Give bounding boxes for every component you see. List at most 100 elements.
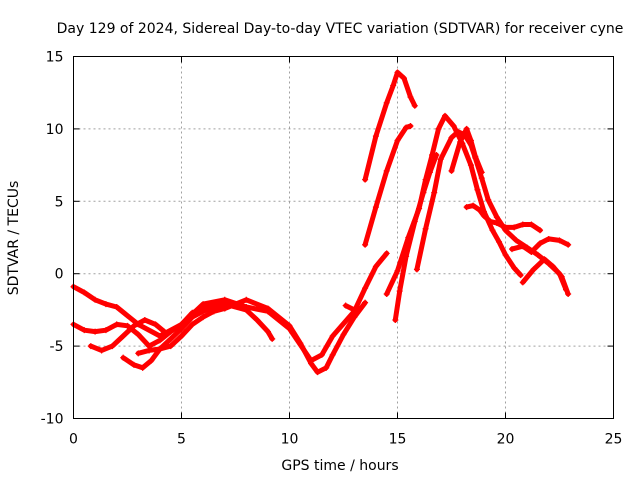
data-point-marker	[511, 264, 518, 271]
data-point-marker	[390, 82, 397, 89]
data-point-marker	[178, 332, 185, 339]
data-point-marker	[558, 273, 565, 280]
data-point-marker	[167, 343, 174, 350]
data-point-marker	[411, 102, 418, 109]
data-point-marker	[519, 243, 526, 250]
data-point-marker	[318, 351, 325, 358]
series-line-track-3	[88, 317, 167, 353]
data-point-marker	[463, 125, 470, 132]
data-point-marker	[487, 218, 494, 225]
data-point-marker	[528, 248, 535, 255]
data-point-marker	[269, 335, 276, 342]
data-point-marker	[264, 305, 271, 312]
data-point-marker	[297, 340, 304, 347]
data-point-marker	[550, 263, 557, 270]
data-point-marker	[200, 314, 207, 321]
data-point-marker	[485, 196, 492, 203]
data-point-marker	[480, 212, 487, 219]
data-point-marker	[135, 350, 142, 357]
data-point-marker	[135, 331, 142, 338]
y-tick-label: 0	[55, 267, 64, 283]
data-point-marker	[396, 288, 403, 295]
data-point-marker	[156, 345, 163, 352]
data-point-marker	[422, 176, 429, 183]
data-point-marker	[528, 221, 535, 228]
y-tick-label: 15	[46, 50, 64, 66]
data-point-marker	[413, 266, 420, 273]
data-point-marker	[537, 227, 544, 234]
data-point-marker	[351, 306, 358, 313]
data-point-marker	[342, 302, 349, 309]
series-line-track-7	[362, 69, 418, 183]
data-point-marker	[407, 94, 414, 101]
data-point-marker	[394, 267, 401, 274]
data-point-marker	[519, 221, 526, 228]
data-point-marker	[87, 343, 94, 350]
data-point-marker	[329, 332, 336, 339]
data-point-marker	[513, 237, 520, 244]
data-point-marker	[130, 322, 137, 329]
data-point-marker	[383, 99, 390, 106]
data-point-marker	[161, 328, 168, 335]
axis-ticks: 0 5 10 15 20 25 -10 -5 0 5 10 15	[41, 50, 623, 448]
plot-frame	[73, 56, 614, 419]
data-point-marker	[254, 317, 261, 324]
data-point-marker	[565, 290, 572, 297]
data-point-marker	[362, 176, 369, 183]
data-point-marker	[467, 137, 474, 144]
data-point-marker	[442, 112, 449, 119]
data-point-marker	[120, 354, 127, 361]
data-point-marker	[130, 361, 137, 368]
data-point-marker	[472, 153, 479, 160]
series-line-track-13	[464, 203, 543, 233]
data-point-marker	[210, 308, 217, 315]
series-group	[70, 69, 572, 376]
data-point-marker	[517, 272, 524, 279]
y-tick-label: 5	[55, 194, 64, 210]
data-point-marker	[81, 289, 88, 296]
series-line-track-4	[120, 297, 368, 375]
data-point-marker	[474, 186, 481, 193]
data-point-marker	[435, 125, 442, 132]
data-point-marker	[405, 234, 412, 241]
data-point-marker	[545, 235, 552, 242]
data-point-marker	[448, 134, 455, 141]
data-point-marker	[314, 369, 321, 376]
x-tick-label: 10	[281, 432, 299, 448]
data-point-marker	[102, 301, 109, 308]
data-point-marker	[362, 299, 369, 306]
data-point-marker	[463, 204, 470, 211]
data-point-marker	[98, 347, 105, 354]
series-line-track-15	[520, 256, 571, 297]
data-point-marker	[323, 364, 330, 371]
data-point-marker	[113, 321, 120, 328]
data-point-marker	[372, 263, 379, 270]
data-point-marker	[541, 256, 548, 263]
data-point-marker	[454, 128, 461, 135]
data-point-marker	[489, 227, 496, 234]
data-point-marker	[372, 133, 379, 140]
data-point-marker	[556, 237, 563, 244]
data-point-marker	[243, 306, 250, 313]
data-point-marker	[537, 240, 544, 247]
data-point-marker	[416, 205, 423, 212]
x-tick-label: 25	[605, 432, 623, 448]
data-point-marker	[392, 317, 399, 324]
data-point-marker	[139, 364, 146, 371]
data-point-marker	[81, 327, 88, 334]
y-tick-label: 10	[46, 122, 64, 138]
data-point-marker	[148, 357, 155, 364]
data-point-marker	[124, 322, 131, 329]
data-point-marker	[167, 328, 174, 335]
data-point-marker	[383, 250, 390, 257]
series-line-track-12	[449, 126, 485, 175]
data-point-marker	[508, 246, 515, 253]
x-tick-label: 0	[69, 432, 78, 448]
data-point-marker	[478, 175, 485, 182]
data-point-marker	[383, 167, 390, 174]
y-tick-label: -10	[41, 412, 64, 428]
data-point-marker	[478, 169, 485, 176]
x-axis-label: GPS time / hours	[281, 458, 398, 474]
data-point-marker	[308, 360, 315, 367]
